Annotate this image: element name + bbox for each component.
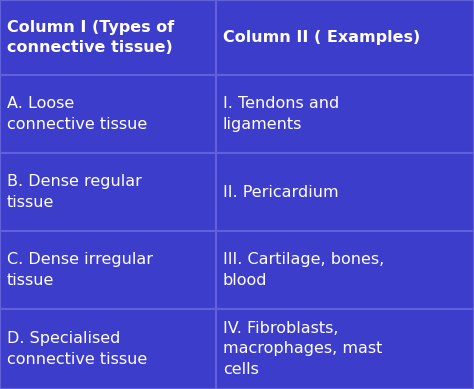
Text: Column II ( Examples): Column II ( Examples) bbox=[223, 30, 420, 45]
Text: B. Dense regular
tissue: B. Dense regular tissue bbox=[7, 174, 142, 210]
Bar bbox=[216, 153, 474, 231]
Bar bbox=[0, 309, 216, 389]
Bar bbox=[0, 153, 216, 231]
Bar bbox=[216, 309, 474, 389]
Bar bbox=[216, 75, 474, 153]
Text: A. Loose
connective tissue: A. Loose connective tissue bbox=[7, 96, 147, 132]
Text: Column I (Types of
connective tissue): Column I (Types of connective tissue) bbox=[7, 20, 174, 55]
Text: III. Cartilage, bones,
blood: III. Cartilage, bones, blood bbox=[223, 252, 384, 288]
Bar bbox=[216, 231, 474, 309]
Bar bbox=[0, 0, 216, 75]
Text: IV. Fibroblasts,
macrophages, mast
cells: IV. Fibroblasts, macrophages, mast cells bbox=[223, 321, 382, 377]
Text: C. Dense irregular
tissue: C. Dense irregular tissue bbox=[7, 252, 153, 288]
Text: II. Pericardium: II. Pericardium bbox=[223, 184, 338, 200]
Bar bbox=[0, 231, 216, 309]
Text: I. Tendons and
ligaments: I. Tendons and ligaments bbox=[223, 96, 339, 132]
Text: D. Specialised
connective tissue: D. Specialised connective tissue bbox=[7, 331, 147, 367]
Bar bbox=[216, 0, 474, 75]
Bar bbox=[0, 75, 216, 153]
